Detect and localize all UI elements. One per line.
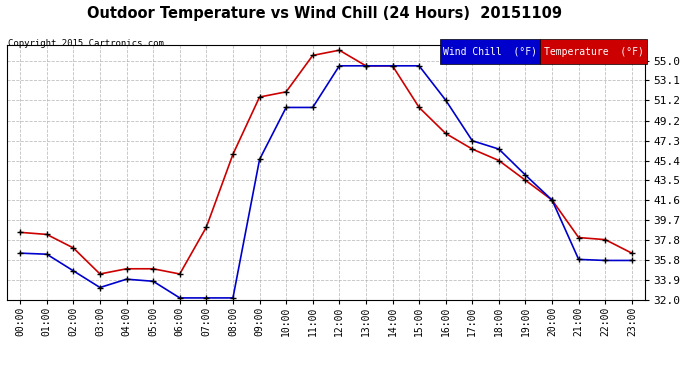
Text: Temperature  (°F): Temperature (°F) [544,46,644,57]
Text: Wind Chill  (°F): Wind Chill (°F) [443,46,538,57]
Text: Copyright 2015 Cartronics.com: Copyright 2015 Cartronics.com [8,39,164,48]
Text: Outdoor Temperature vs Wind Chill (24 Hours)  20151109: Outdoor Temperature vs Wind Chill (24 Ho… [87,6,562,21]
